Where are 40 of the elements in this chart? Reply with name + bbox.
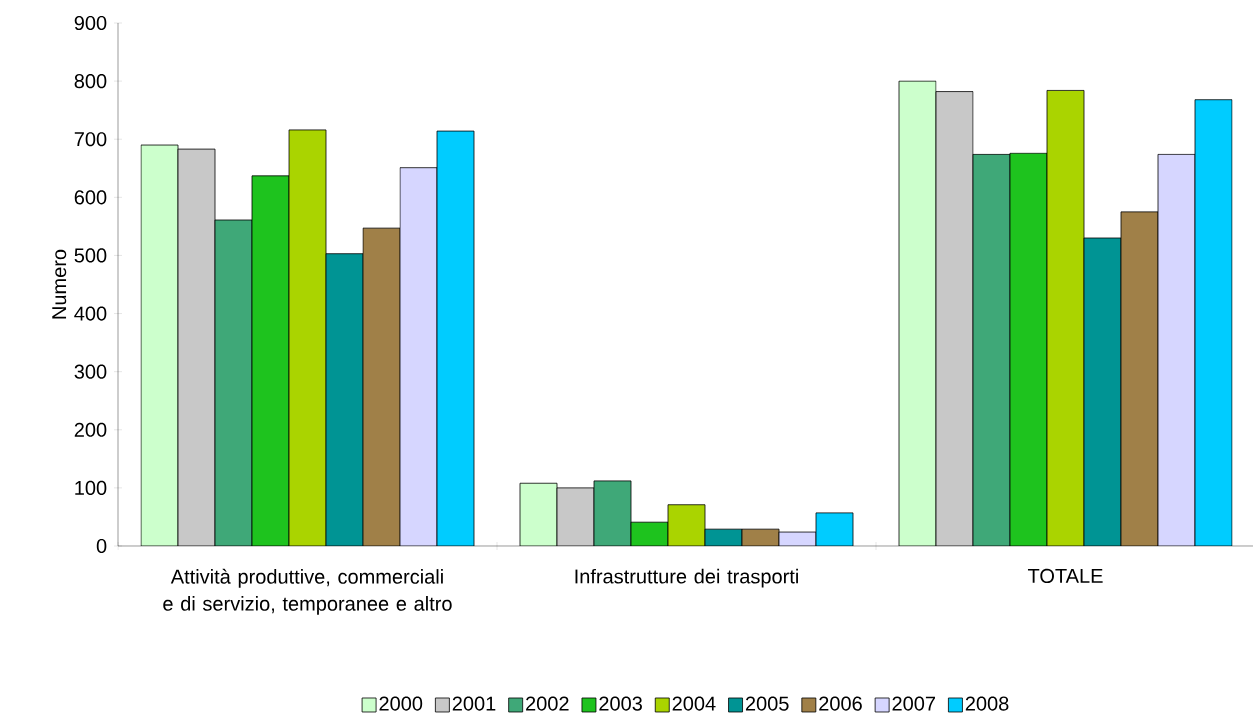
x-tick-label: Infrastrutture dei trasporti: [575, 568, 798, 588]
bar: [972, 153, 1011, 546]
legend-label: 2006: [819, 696, 862, 711]
legend-label: 2004: [672, 696, 716, 711]
bar: [1083, 237, 1122, 546]
bar: [251, 175, 290, 546]
bar: [667, 504, 706, 546]
bar: [1046, 90, 1085, 546]
bar: [1194, 99, 1233, 546]
bar: [362, 227, 401, 546]
bar: [593, 480, 632, 546]
y-axis-title: Numero: [52, 249, 67, 319]
bar: [935, 91, 974, 546]
x-tick-label: TOTALE: [1027, 568, 1103, 584]
bar: [177, 148, 216, 546]
legend-label: 2000: [379, 696, 423, 711]
y-tick-label: 500: [74, 248, 107, 263]
legend-label: 2003: [599, 696, 642, 711]
y-tick-label: 900: [74, 15, 107, 31]
y-tick-label: 600: [74, 190, 107, 205]
legend-label: 2001: [452, 696, 496, 711]
bar: [288, 129, 327, 546]
bar: [436, 130, 475, 546]
bar: [1009, 152, 1048, 546]
bar: [556, 487, 595, 546]
legend-label: 2005: [745, 696, 789, 711]
y-tick-label: 0: [96, 538, 107, 554]
y-tick-label: 300: [74, 364, 107, 379]
y-tick-label: 200: [74, 422, 107, 437]
legend-label: 2002: [526, 696, 569, 711]
x-tick-label: Attività produttive, commerciali e di servizio, temporanee e altro: [163, 568, 452, 615]
legend-label: 2008: [965, 696, 1009, 711]
y-tick-label: 700: [74, 132, 107, 147]
y-tick-label: 400: [74, 306, 107, 321]
bar: [214, 219, 253, 546]
bar: [1120, 211, 1159, 546]
y-tick-label: 100: [75, 480, 107, 495]
bar: [325, 253, 364, 546]
legend-label: 2007: [892, 696, 936, 711]
y-tick-label: 800: [74, 74, 107, 89]
